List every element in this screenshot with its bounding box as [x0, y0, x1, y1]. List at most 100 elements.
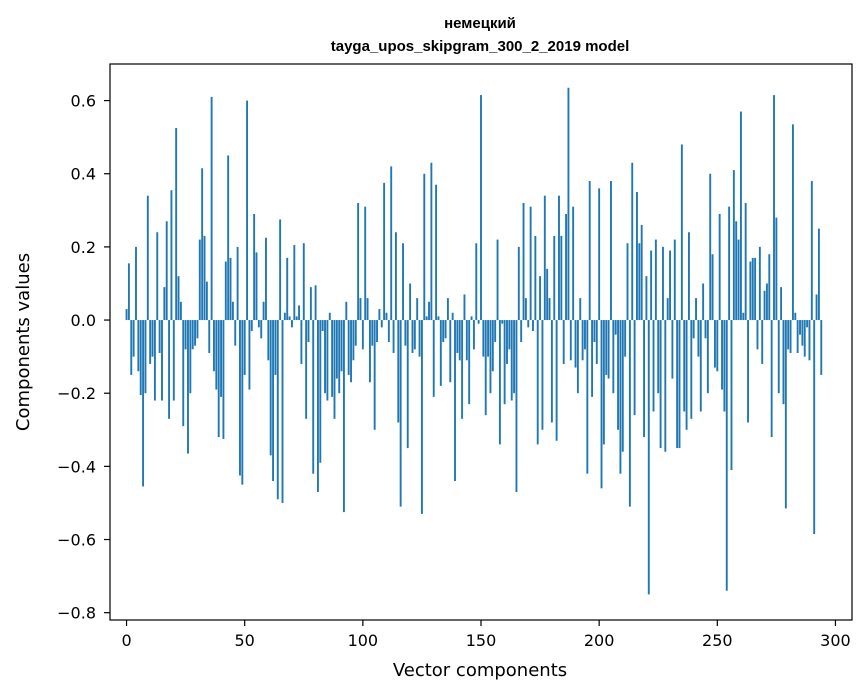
bar: [163, 287, 166, 321]
bar: [340, 320, 343, 372]
bar: [366, 298, 369, 321]
bar: [761, 320, 764, 364]
bar: [262, 301, 265, 321]
bar: [196, 320, 199, 339]
bar: [553, 235, 556, 321]
bar: [402, 243, 404, 321]
bar: [721, 320, 723, 390]
bar: [532, 320, 534, 332]
bar: [638, 243, 641, 321]
bar: [758, 246, 761, 321]
bar: [361, 320, 364, 350]
bar: [584, 320, 586, 350]
bar: [335, 320, 338, 379]
bar: [359, 298, 362, 321]
bar: [317, 320, 319, 492]
bar: [692, 320, 695, 339]
bar: [364, 206, 367, 321]
x-tick-label: 250: [702, 631, 733, 650]
bar: [357, 203, 360, 321]
bar: [392, 320, 395, 353]
bar: [765, 283, 768, 321]
bar: [413, 320, 416, 350]
bar: [222, 320, 225, 439]
bar: [423, 173, 426, 321]
bar: [430, 162, 433, 321]
bar: [343, 320, 345, 513]
bar: [503, 320, 506, 405]
chart-title: немецкий: [444, 15, 516, 32]
bar: [331, 320, 334, 397]
bar: [437, 316, 440, 321]
bar: [501, 320, 504, 324]
bar: [754, 257, 757, 321]
bar: [813, 320, 816, 535]
bar: [205, 281, 208, 321]
bar: [442, 320, 445, 342]
bar: [250, 320, 253, 332]
bar: [810, 181, 813, 321]
bar: [624, 320, 627, 357]
bar: [520, 320, 523, 342]
bar: [390, 166, 393, 321]
bar: [730, 320, 733, 471]
y-tick-label: −0.8: [57, 604, 96, 623]
bar: [614, 320, 617, 335]
bar: [472, 320, 475, 350]
bar: [685, 320, 688, 430]
bar: [314, 285, 317, 321]
bar: [201, 168, 204, 321]
bar: [168, 320, 171, 419]
bar: [806, 320, 809, 328]
bar: [621, 320, 624, 452]
bar: [409, 283, 412, 321]
bar: [449, 320, 452, 383]
bar: [468, 320, 471, 405]
bar: [354, 320, 357, 346]
bar: [187, 320, 189, 454]
bar: [494, 320, 497, 342]
bar: [527, 320, 530, 328]
bar: [175, 128, 178, 321]
bar: [269, 320, 272, 456]
bar: [477, 320, 480, 324]
bar: [739, 111, 742, 321]
bar: [626, 243, 629, 321]
bar: [725, 320, 728, 591]
bar: [574, 320, 577, 368]
bar: [217, 320, 220, 438]
bar: [463, 294, 466, 321]
bar: [605, 320, 608, 375]
bar: [373, 320, 376, 430]
bar: [539, 276, 542, 321]
bar: [794, 312, 797, 321]
bar: [801, 320, 804, 346]
bar: [480, 95, 482, 321]
bar: [300, 320, 303, 364]
bar: [293, 245, 296, 321]
bar: [191, 320, 194, 350]
bar: [220, 320, 223, 397]
y-tick-label: 0.4: [71, 165, 96, 184]
bar: [234, 320, 237, 346]
bar: [775, 217, 778, 321]
bar: [484, 320, 487, 416]
bar: [215, 320, 218, 390]
bar: [153, 320, 156, 401]
bar: [470, 316, 473, 321]
bar: [210, 96, 213, 321]
bar: [678, 320, 681, 449]
bar: [146, 195, 149, 321]
x-axis-label: Vector components: [393, 660, 567, 681]
chart-subtitle: tayga_upos_skipgram_300_2_2019 model: [331, 38, 630, 55]
bar: [208, 320, 211, 353]
bar: [248, 320, 251, 390]
y-tick-label: −0.6: [57, 531, 96, 550]
bar: [239, 320, 241, 476]
bar: [695, 298, 697, 321]
bar: [411, 320, 414, 353]
bar: [137, 320, 140, 372]
bar: [439, 320, 442, 386]
bar: [241, 320, 244, 485]
bar: [808, 320, 811, 361]
